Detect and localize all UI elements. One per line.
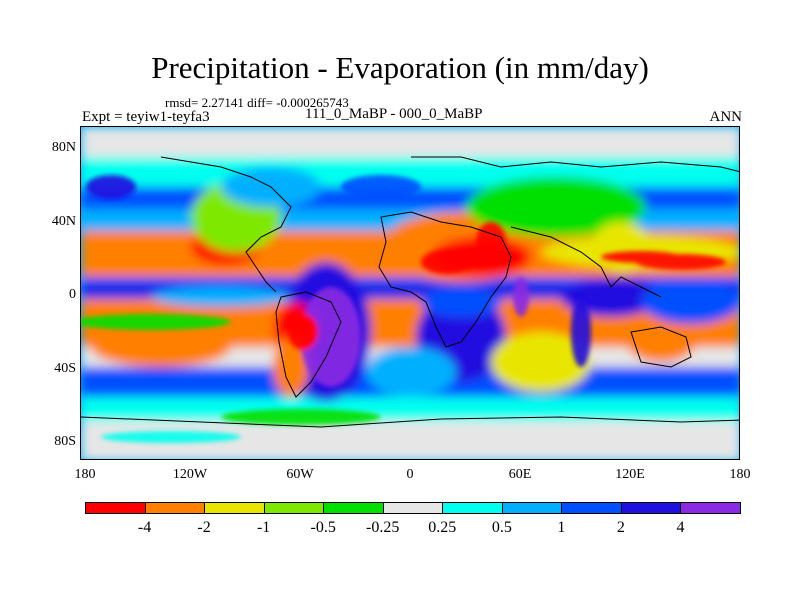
colorbar-label: 0.5 bbox=[491, 519, 512, 536]
season-label: ANN bbox=[709, 109, 743, 125]
lat-label: 40S bbox=[54, 361, 76, 376]
colorbar-box bbox=[501, 502, 563, 514]
lon-label: 180 bbox=[74, 467, 96, 482]
map-title: Precipitation - Evaporation (in mm/day) bbox=[151, 50, 649, 85]
colorbar-box bbox=[85, 502, 146, 514]
map-panel bbox=[80, 126, 740, 460]
colorbar-label: 1 bbox=[557, 519, 566, 536]
lat-label: 80N bbox=[51, 140, 76, 155]
colorbar-label: -0.5 bbox=[310, 519, 336, 536]
colorbar-label: -4 bbox=[137, 519, 152, 536]
colorbar-box bbox=[263, 502, 325, 514]
lon-label: 120E bbox=[615, 467, 645, 482]
precip-evap-field bbox=[81, 127, 739, 459]
experiment-label: Expt = teyiw1-teyfa3 bbox=[82, 109, 210, 125]
colorbar-label: -0.25 bbox=[366, 519, 400, 536]
colorbar-label: 2 bbox=[616, 519, 625, 536]
colorbar-box bbox=[144, 502, 206, 514]
colorbar-box bbox=[204, 502, 265, 514]
comparison-label: 111_0_MaBP - 000_0_MaBP bbox=[305, 106, 483, 122]
colorbar-label: -1 bbox=[256, 519, 271, 536]
colorbar-box bbox=[442, 502, 503, 514]
lat-label: 0 bbox=[69, 287, 76, 302]
stats-text: rmsd= 2.27141 diff= -0.000265743 bbox=[165, 95, 349, 110]
lon-label: 60W bbox=[286, 467, 314, 482]
colorbar-label: 0.25 bbox=[428, 519, 457, 536]
lat-label: 80S bbox=[54, 434, 76, 449]
lon-label: 180 bbox=[729, 467, 751, 482]
lon-label: 120W bbox=[172, 467, 208, 482]
colorbar-box bbox=[382, 502, 444, 514]
colorbar-box bbox=[561, 502, 622, 514]
colorbar-label: 4 bbox=[676, 519, 685, 536]
colorbar-box bbox=[323, 502, 384, 514]
colorbar-label: -2 bbox=[197, 519, 211, 536]
lon-label: 0 bbox=[406, 467, 414, 482]
colorbar-box bbox=[620, 502, 682, 514]
colorbar-box bbox=[680, 502, 741, 514]
lon-label: 60E bbox=[508, 467, 532, 482]
lat-label: 40N bbox=[51, 214, 76, 229]
